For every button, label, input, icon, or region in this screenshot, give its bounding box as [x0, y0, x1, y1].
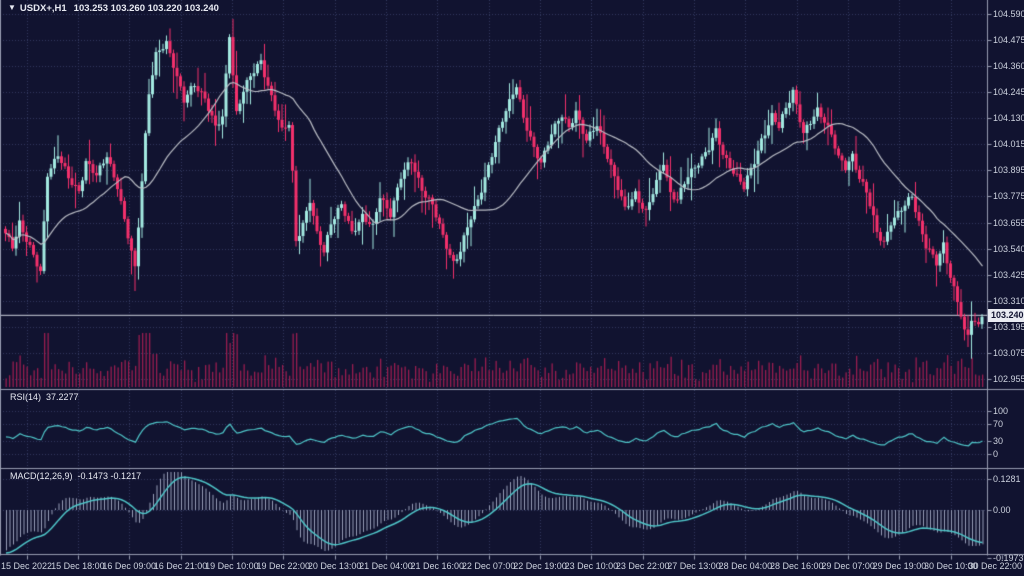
time-axis-label: 30 Dec 22:00 — [968, 561, 1022, 571]
time-axis-label: 20 Dec 13:00 — [307, 561, 362, 571]
price-axis-label: 104.015 — [993, 139, 1024, 150]
time-axis-label: 21 Dec 04:00 — [359, 561, 413, 571]
rsi-axis-label: 0 — [993, 449, 999, 460]
price-axis-label: 103.310 — [993, 295, 1024, 306]
price-axis-label: 104.130 — [993, 113, 1024, 124]
rsi-axis-label: 100 — [993, 405, 1009, 416]
macd-axis-label: 0.1281 — [993, 473, 1021, 484]
time-axis-label: 29 Dec 19:00 — [872, 561, 927, 571]
price-axis-label: 103.425 — [993, 269, 1024, 280]
time-axis-label: 16 Dec 09:00 — [102, 561, 156, 571]
time-axis-label: 19 Dec 10:00 — [205, 561, 259, 571]
rsi-axis-label: 70 — [993, 418, 1004, 429]
time-axis-label: 22 Dec 19:00 — [513, 561, 567, 571]
rsi-pane-label: RSI(14) 37.2277 — [10, 392, 84, 402]
rsi-indicator-value: 37.2277 — [46, 392, 79, 402]
time-axis-label: 30 Dec 10:00 — [924, 561, 978, 571]
time-axis-label: 28 Dec 04:00 — [718, 561, 773, 571]
time-axis-label: 16 Dec 21:00 — [153, 561, 208, 571]
price-axis-label: 104.590 — [993, 9, 1024, 19]
price-axis-label: 103.075 — [993, 347, 1024, 358]
macd-indicator-values: -0.1473 -0.1217 — [77, 471, 142, 481]
chart-title: ▼ USDX+,H1 103.253 103.260 103.220 103.240 — [8, 3, 219, 14]
rsi-axis-label: 30 — [993, 436, 1004, 447]
price-axis-label: 102.955 — [993, 373, 1024, 384]
price-axis-label: 103.540 — [993, 243, 1024, 254]
time-axis-label: 21 Dec 16:00 — [410, 561, 465, 571]
macd-indicator-name: MACD(12,26,9) — [10, 471, 73, 481]
macd-axis-label: 0.00 — [993, 505, 1011, 515]
price-axis-label: 103.775 — [993, 191, 1024, 202]
time-axis-label: 22 Dec 07:00 — [461, 561, 516, 571]
time-axis-label: 27 Dec 13:00 — [667, 561, 721, 571]
time-axis-label: 15 Dec 2022 — [0, 561, 53, 571]
price-axis-label: 103.195 — [993, 321, 1024, 332]
price-axis-label: 103.895 — [993, 165, 1024, 176]
current-price-tag: 103.240 — [988, 309, 1024, 323]
price-axis-label: 103.655 — [993, 217, 1024, 228]
time-axis-label: 23 Dec 10:00 — [564, 561, 619, 571]
price-axis-label: 104.475 — [993, 35, 1024, 46]
macd-axis-label: -0.1973 — [993, 552, 1024, 563]
symbol-period-label: USDX+,H1 — [19, 3, 67, 14]
price-axis-label: 104.360 — [993, 61, 1024, 72]
time-axis-label: 15 Dec 18:00 — [51, 561, 105, 571]
time-axis-label: 29 Dec 07:00 — [821, 561, 875, 571]
rsi-indicator-name: RSI(14) — [10, 392, 42, 402]
current-price-value: 103.240 — [991, 310, 1024, 321]
time-axis-label: 19 Dec 22:00 — [256, 561, 311, 571]
macd-pane-label: MACD(12,26,9) -0.1473 -0.1217 — [10, 471, 146, 481]
time-axis-label: 28 Dec 16:00 — [769, 561, 824, 571]
time-axis-label: 23 Dec 22:00 — [615, 561, 670, 571]
ohlc-readout: 103.253 103.260 103.220 103.240 — [73, 3, 219, 14]
symbol-dropdown-icon[interactable]: ▼ — [8, 3, 16, 12]
price-axis-label: 104.245 — [993, 87, 1024, 98]
